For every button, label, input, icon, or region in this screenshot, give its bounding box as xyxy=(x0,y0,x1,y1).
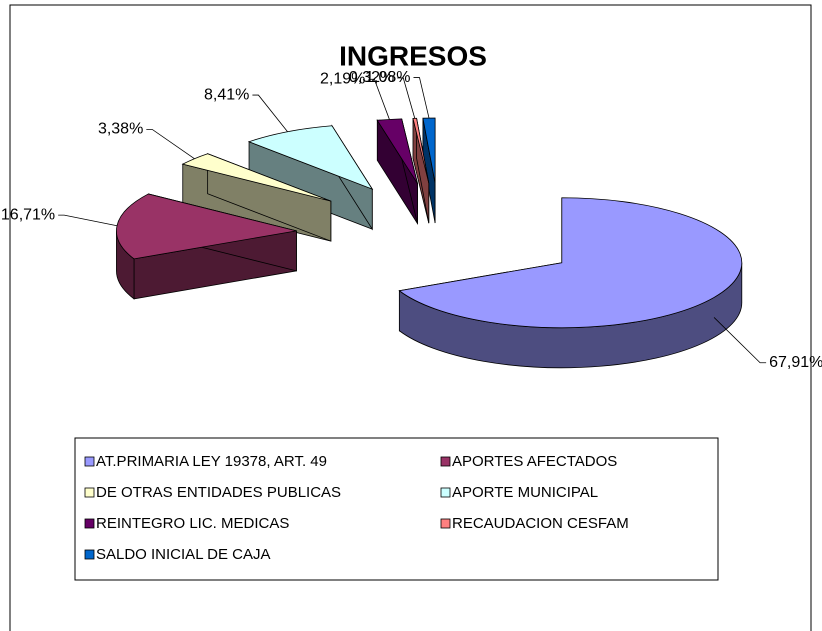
legend-swatch xyxy=(84,518,95,529)
legend-swatch xyxy=(440,456,451,467)
data-label: 67,91% xyxy=(769,354,822,371)
legend-label: DE OTRAS ENTIDADES PUBLICAS xyxy=(96,484,341,501)
data-label: 8,41% xyxy=(204,86,249,103)
leader-line xyxy=(368,78,390,120)
leader-line xyxy=(146,129,195,160)
legend-label: REINTEGRO LIC. MEDICAS xyxy=(96,515,289,532)
slice-top xyxy=(247,125,374,190)
leader-line xyxy=(397,77,416,119)
legend-swatch xyxy=(84,487,95,498)
data-label: 1,08% xyxy=(365,69,410,86)
legend-label: APORTE MUNICIPAL xyxy=(452,484,598,501)
legend-swatch xyxy=(440,487,451,498)
legend-label: RECAUDACION CESFAM xyxy=(452,515,629,532)
legend-label: AT.PRIMARIA LEY 19378, ART. 49 xyxy=(96,453,327,470)
legend-label: SALDO INICIAL DE CAJA xyxy=(96,546,271,563)
slice-top xyxy=(116,193,297,260)
legend-swatch xyxy=(84,456,95,467)
data-label: 0,32% xyxy=(349,69,394,86)
data-label: 16,71% xyxy=(1,206,55,223)
slice-top xyxy=(422,117,436,184)
slice-top xyxy=(398,197,743,329)
legend-swatch xyxy=(440,518,451,529)
legend-box xyxy=(74,437,719,581)
leader-line xyxy=(252,94,288,133)
leader-line xyxy=(713,317,767,364)
leader-line xyxy=(58,214,118,227)
chart-title: INGRESOS xyxy=(339,40,487,71)
legend-swatch xyxy=(84,549,95,560)
data-label: 3,38% xyxy=(98,121,143,138)
leader-line xyxy=(413,77,430,119)
data-label: 2,19% xyxy=(320,71,365,88)
legend-label: APORTES AFECTADOS xyxy=(452,453,617,470)
